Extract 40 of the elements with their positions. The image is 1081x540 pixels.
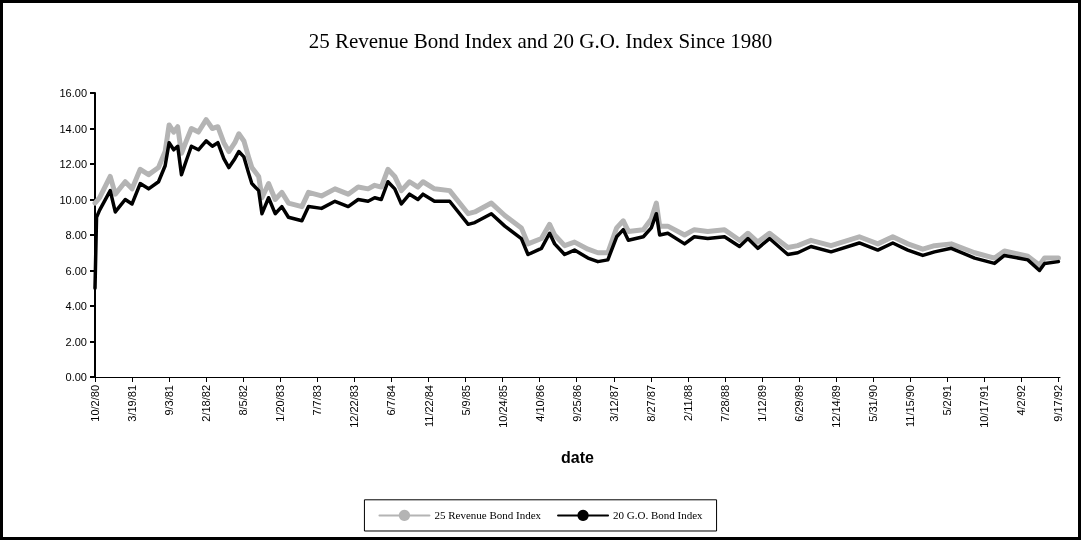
x-tick-label: 9/3/81 (163, 385, 176, 416)
x-tick-label: 12/14/89 (830, 385, 843, 428)
y-tick-label: 4.00 (65, 300, 87, 312)
x-tick-label: 1/12/89 (756, 385, 769, 422)
x-tick-label: 3/19/81 (126, 385, 139, 422)
x-tick-label: 4/2/92 (1015, 385, 1028, 416)
y-tick-label: 8.00 (65, 229, 87, 241)
x-tick-label: 2/11/88 (681, 385, 694, 421)
x-tick-label: 9/17/92 (1052, 385, 1065, 422)
x-tick-label: 2/18/82 (200, 385, 213, 422)
x-tick-label: 8/27/87 (644, 385, 657, 422)
x-tick-label: 7/28/88 (718, 385, 731, 422)
y-tick-label: 12.00 (59, 158, 87, 170)
y-tick-label: 16.00 (59, 87, 87, 99)
x-tick-label: 10/17/91 (978, 385, 991, 428)
x-tick-label: 6/7/84 (385, 385, 398, 416)
legend-label: 25 Revenue Bond Index (434, 509, 542, 522)
legend-label: 20 G.O. Bond Index (613, 509, 704, 522)
chart-title: 25 Revenue Bond Index and 20 G.O. Index Since 1980 (308, 28, 773, 53)
x-tick-label: 4/10/86 (533, 385, 546, 422)
x-tick-label: 10/24/85 (496, 385, 509, 428)
x-axis-title: date (561, 448, 595, 466)
x-tick-label: 9/25/86 (570, 385, 583, 422)
x-tick-label: 12/22/83 (348, 385, 361, 428)
x-tick-label: 10/2/80 (89, 385, 101, 422)
x-tick-label: 3/12/87 (607, 385, 620, 422)
y-tick-label: 0.00 (65, 371, 87, 383)
x-tick-label: 8/5/82 (237, 385, 250, 416)
y-tick-label: 6.00 (65, 264, 87, 277)
x-tick-label: 5/2/91 (941, 385, 954, 416)
x-tick-label: 1/20/83 (274, 385, 287, 422)
x-tick-label: 5/9/85 (459, 385, 472, 416)
y-tick-label: 14.00 (59, 122, 87, 135)
x-tick-label: 11/15/90 (904, 385, 917, 428)
x-tick-label: 5/31/90 (867, 385, 880, 422)
x-tick-label: 6/29/89 (793, 385, 806, 422)
x-tick-label: 11/22/84 (422, 385, 435, 428)
x-tick-label: 7/7/83 (311, 385, 324, 416)
y-tick-label: 10.00 (59, 193, 87, 206)
y-tick-label: 2.00 (65, 335, 87, 348)
